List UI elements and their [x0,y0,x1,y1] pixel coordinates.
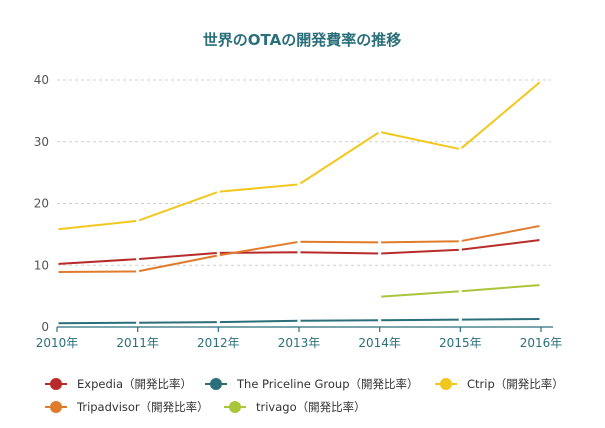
legend-item-4[interactable]: trivago（開発比率） [224,400,366,414]
grid-lines [57,79,551,266]
data-point[interactable] [458,239,462,243]
data-point[interactable] [378,318,382,322]
data-point[interactable] [297,319,301,323]
legend-swatch-dot [440,378,452,390]
series-line-2 [56,80,542,231]
legend-item-2[interactable]: Ctrip（開発比率） [435,377,564,391]
legend-label: Expedia（開発比率） [77,377,192,391]
data-point[interactable] [297,182,301,186]
data-point[interactable] [136,257,140,261]
data-point[interactable] [539,283,543,287]
data-point[interactable] [216,253,220,257]
x-tick-label: 2016年 [520,336,563,350]
chart-title: 世界のOTAの開発費率の推移 [203,31,401,49]
legend-item-1[interactable]: The Priceline Group（開発比率） [205,377,419,391]
data-point[interactable] [55,321,59,325]
data-point[interactable] [136,219,140,223]
data-point[interactable] [297,240,301,244]
x-tick-label: 2010年 [36,336,79,350]
legend-swatch-dot [50,401,62,413]
data-point[interactable] [458,289,462,293]
data-point[interactable] [458,317,462,322]
legend-label: The Priceline Group（開発比率） [236,377,419,391]
y-tick-label: 30 [34,135,49,149]
legend-swatch-dot [210,378,222,390]
legend-item-3[interactable]: Tripadvisor（開発比率） [45,400,209,414]
x-tick-label: 2013年 [278,336,321,350]
legend-label: Tripadvisor（開発比率） [76,400,209,414]
data-point[interactable] [55,227,59,232]
legend-swatch-dot [50,378,62,390]
data-point[interactable] [539,79,543,83]
series-layer [55,79,543,325]
legend[interactable]: Expedia（開発比率） The Priceline Group（開発比率） Ct… [45,377,564,414]
x-tick-label: 2012年 [197,336,240,350]
x-tick-label: 2015年 [439,336,482,350]
data-point[interactable] [378,240,382,245]
x-tick-label: 2011年 [116,336,159,350]
data-point[interactable] [539,224,543,228]
legend-label: Ctrip（開発比率） [467,377,564,391]
data-point[interactable] [378,130,382,134]
data-point[interactable] [55,270,59,274]
data-point[interactable] [458,248,462,252]
legend-swatch-dot [229,401,241,413]
y-tick-label: 40 [34,73,49,87]
data-point[interactable] [216,190,220,194]
x-tick-label: 2014年 [358,336,401,350]
data-point[interactable] [216,320,220,324]
data-point[interactable] [458,147,462,151]
data-point[interactable] [378,251,382,256]
y-tick-label: 10 [34,258,49,272]
data-point[interactable] [136,269,140,274]
data-point[interactable] [539,238,543,242]
data-point[interactable] [539,317,543,321]
data-point[interactable] [297,250,301,254]
data-point[interactable] [55,262,59,266]
data-point[interactable] [378,295,382,299]
data-point[interactable] [136,321,140,325]
x-axis: 2010年 2011年 2012年 2013年 2014年 2015年 2016年 [36,326,563,350]
y-tick-label: 20 [34,197,49,211]
y-tick-label: 0 [41,320,49,334]
data-point[interactable] [216,251,220,255]
legend-label: trivago（開発比率） [256,400,366,414]
y-axis-ticks: 0 10 20 30 40 [34,73,49,334]
legend-item-0[interactable]: Expedia（開発比率） [45,377,192,391]
